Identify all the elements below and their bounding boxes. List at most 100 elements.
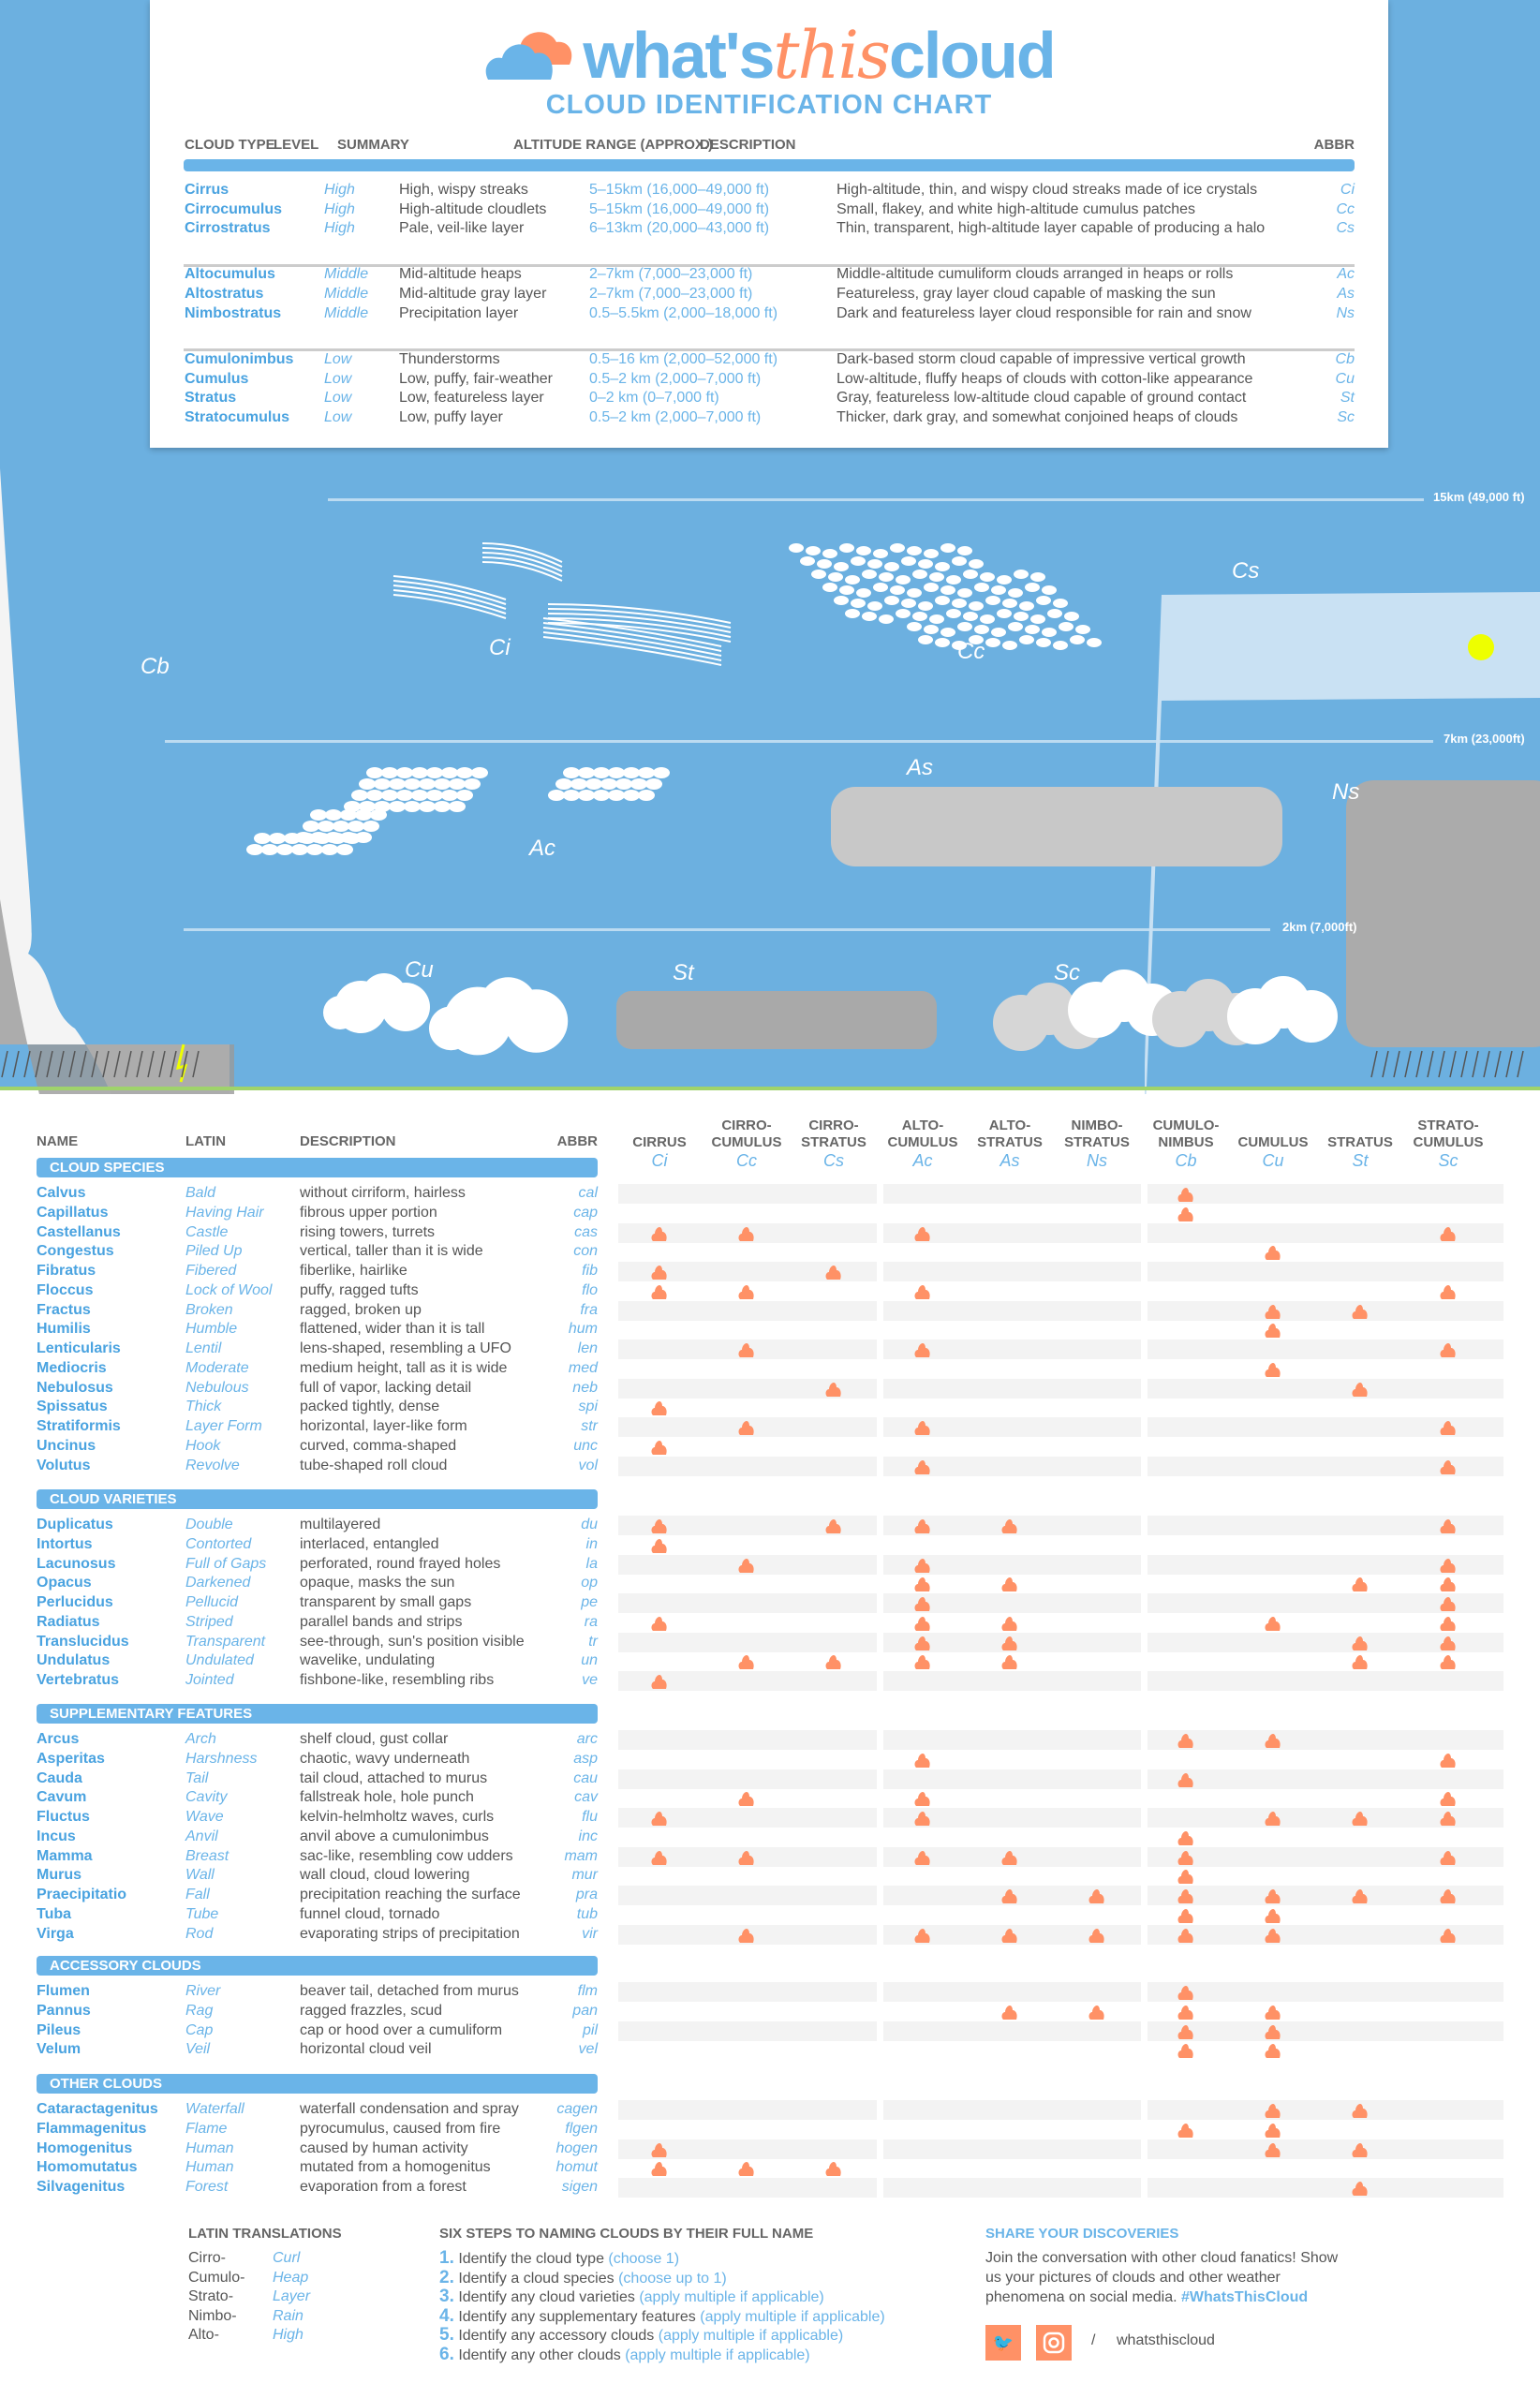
row-latin: Forest bbox=[185, 2179, 229, 2195]
row-description: fiberlike, hairlike bbox=[300, 1263, 407, 1279]
altocumulus-cloudlet bbox=[434, 778, 451, 790]
row-abbr: hogen bbox=[555, 2139, 599, 2156]
cloud-marker-icon bbox=[1439, 1595, 1458, 1612]
cloud-type-abbr: St bbox=[1340, 390, 1355, 406]
hashtag-link[interactable]: #WhatsThisCloud bbox=[1181, 2289, 1309, 2305]
matrix-header-abbr: ABBR bbox=[556, 1133, 598, 1149]
cirrocumulus-cloudlet bbox=[822, 549, 837, 558]
row-band bbox=[883, 1184, 1141, 1204]
rain-streak bbox=[35, 1050, 42, 1078]
cloud-marker-icon bbox=[737, 1790, 756, 1807]
row-name: Opacus bbox=[37, 1575, 92, 1591]
row-abbr: cau bbox=[573, 1769, 598, 1786]
row-abbr: flu bbox=[582, 1809, 598, 1825]
rain-streak bbox=[136, 1050, 143, 1078]
cirrocumulus-cloudlet bbox=[918, 635, 933, 644]
step-note: (apply multiple if applicable) bbox=[639, 2289, 824, 2305]
cloud-marker-icon bbox=[1439, 1615, 1458, 1632]
cloud-type-level: Low bbox=[324, 390, 352, 406]
row-band bbox=[1148, 1300, 1503, 1321]
row-name: Flumen bbox=[37, 1983, 90, 1999]
row-name: Asperitas bbox=[37, 1750, 105, 1767]
cloud-marker-icon bbox=[1439, 1225, 1458, 1242]
row-band bbox=[618, 1456, 877, 1476]
cloud-marker-icon bbox=[737, 1341, 756, 1358]
group-divider bbox=[184, 264, 1355, 267]
instagram-icon[interactable] bbox=[1036, 2325, 1072, 2361]
cloud-type-level: Low bbox=[324, 371, 352, 387]
cloud-type-level: High bbox=[324, 220, 355, 236]
row-band bbox=[618, 2139, 877, 2159]
cumulus-cloud bbox=[381, 983, 430, 1031]
cloud-marker-icon bbox=[1351, 1810, 1370, 1827]
step-number: 4. bbox=[439, 2305, 454, 2326]
cloud-type-level: Low bbox=[324, 409, 352, 425]
stratocumulus-cloud bbox=[1285, 990, 1338, 1043]
altocumulus-cloudlet bbox=[276, 844, 293, 855]
row-description: waterfall condensation and spray bbox=[300, 2101, 519, 2117]
social-handle[interactable]: whatsthiscloud bbox=[1117, 2332, 1215, 2348]
row-description: lens-shaped, resembling a UFO bbox=[300, 1340, 511, 1356]
row-description: evaporating strips of precipitation bbox=[300, 1925, 520, 1942]
cloud-marker-icon bbox=[1439, 1790, 1458, 1807]
logo-text-whats: what's bbox=[583, 19, 775, 92]
cirrocumulus-cloudlet bbox=[997, 575, 1012, 585]
altocumulus-cloudlet bbox=[449, 801, 466, 812]
cloud-marker-icon bbox=[913, 1458, 932, 1475]
cloud-type-summary: Precipitation layer bbox=[399, 305, 519, 321]
cirrocumulus-cloudlet bbox=[834, 562, 849, 571]
row-band bbox=[618, 1593, 877, 1613]
row-name: Nebulosus bbox=[37, 1379, 113, 1396]
latin-translations-title: LATIN TRANSLATIONS bbox=[188, 2226, 342, 2242]
row-band bbox=[883, 1340, 1141, 1359]
stratus-cloud bbox=[616, 991, 937, 1049]
row-band bbox=[883, 1769, 1141, 1789]
cirrocumulus-cloudlet bbox=[912, 612, 927, 621]
cloud-type-name: Nimbostratus bbox=[185, 305, 282, 321]
table-header-3: ALTITUDE RANGE (APPROX.) bbox=[513, 137, 714, 153]
cloud-marker-icon bbox=[1439, 1927, 1458, 1944]
row-name: Cavum bbox=[37, 1789, 87, 1806]
row-band bbox=[1148, 2178, 1503, 2198]
row-band bbox=[883, 1456, 1141, 1476]
latin-meaning: Rain bbox=[273, 2307, 304, 2324]
step-text: Identify any supplementary features bbox=[458, 2308, 696, 2325]
altocumulus-cloudlet bbox=[351, 790, 368, 801]
cloud-type-description: Dark and featureless layer cloud respons… bbox=[837, 305, 1251, 321]
row-name: Stratiformis bbox=[37, 1418, 121, 1434]
column-header: CIRRO- CUMULUS bbox=[711, 1118, 782, 1150]
share-text-line: phenomena on social media. bbox=[985, 2289, 1177, 2305]
row-band bbox=[1148, 1222, 1503, 1243]
row-abbr: spi bbox=[578, 1399, 598, 1415]
cloud-marker-icon bbox=[1000, 1615, 1019, 1632]
cloud-type-altitude: 0–2 km (0–7,000 ft) bbox=[589, 390, 719, 406]
cloud-label-ns: Ns bbox=[1332, 779, 1360, 805]
cloud-marker-icon bbox=[1439, 1887, 1458, 1904]
altocumulus-cloudlet bbox=[359, 778, 376, 790]
row-name: Pannus bbox=[37, 2002, 91, 2019]
altocumulus-cloudlet bbox=[471, 767, 488, 778]
cirrocumulus-cloudlet bbox=[918, 559, 933, 569]
row-abbr: asp bbox=[573, 1750, 598, 1767]
row-abbr: pil bbox=[582, 2021, 598, 2038]
cloud-marker-icon bbox=[1439, 1341, 1458, 1358]
row-name: Cauda bbox=[37, 1769, 82, 1786]
row-band bbox=[883, 1222, 1141, 1243]
twitter-icon[interactable]: 🐦 bbox=[985, 2325, 1021, 2361]
cumulus-cloud bbox=[504, 989, 569, 1053]
cloud-marker-icon bbox=[1177, 2042, 1195, 2059]
altocumulus-cloudlet bbox=[325, 809, 342, 821]
cloud-type-description: Low-altitude, fluffy heaps of clouds wit… bbox=[837, 371, 1253, 387]
cirrocumulus-cloudlet bbox=[1019, 601, 1034, 611]
altocumulus-cloudlet bbox=[653, 767, 670, 778]
cirrocumulus-cloudlet bbox=[969, 559, 984, 569]
cirrocumulus-cloudlet bbox=[924, 625, 939, 634]
row-description: transparent by small gaps bbox=[300, 1594, 472, 1610]
cloud-type-summary: High, wispy streaks bbox=[399, 182, 528, 198]
cirrocumulus-cloudlet bbox=[806, 546, 821, 555]
cirrocumulus-cloudlet bbox=[952, 599, 967, 608]
cloud-type-abbr: Ac bbox=[1337, 266, 1355, 282]
row-name: Perlucidus bbox=[37, 1594, 113, 1610]
row-abbr: fra bbox=[580, 1301, 598, 1318]
row-band bbox=[1148, 1769, 1503, 1789]
